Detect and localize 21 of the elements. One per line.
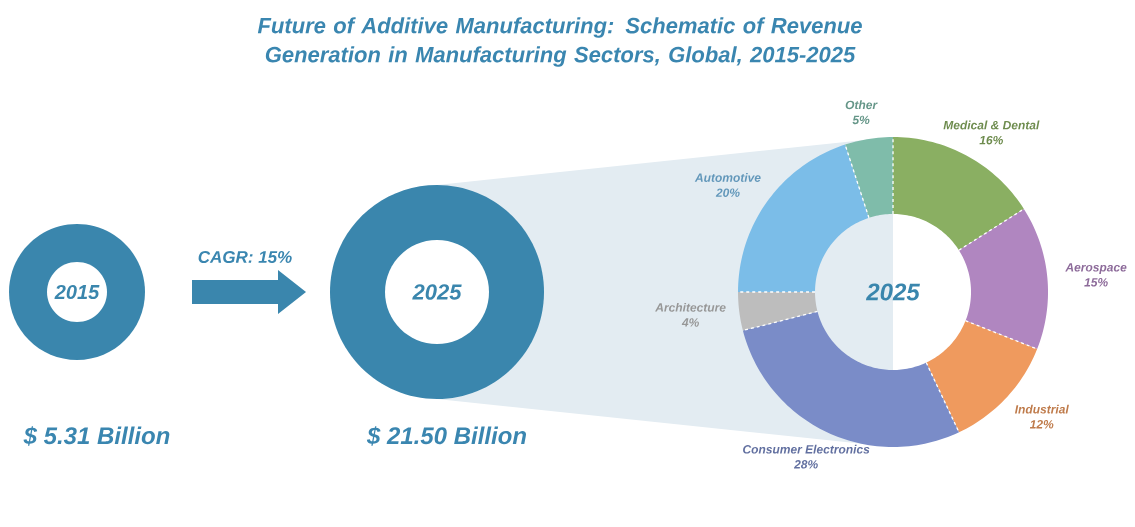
data-label: 28%: [793, 460, 818, 469]
text: CAGR: 15%: [198, 250, 292, 264]
slice-label: Medical & Dental: [943, 120, 1040, 130]
data-label: 15%: [1084, 278, 1108, 287]
text: 2025: [412, 284, 462, 300]
slice-label: Other: [845, 100, 878, 110]
slice-label: Aerospace: [1065, 263, 1127, 274]
slice-label: Automotive: [694, 173, 761, 182]
data-label: 5%: [852, 115, 870, 125]
data-label: 4%: [681, 318, 699, 327]
slice-label: Industrial: [1014, 404, 1069, 414]
text: $ 5.31 Billion: [23, 426, 170, 446]
data-label: 20%: [715, 188, 740, 197]
text: 2025: [865, 283, 920, 301]
chart-title: Future of Additive Manufacturing: Schematic of Revenue Generation in Manufacturing Sectors, Global, 2015-2025: [257, 17, 862, 67]
text: 2015: [54, 284, 100, 300]
data-label: 12%: [1029, 420, 1054, 429]
data-label: 16%: [979, 135, 1003, 145]
text: $ 21.50 Billion: [366, 426, 527, 446]
slice-label: Architecture: [655, 302, 726, 312]
slice-label: Consumer Electronics: [743, 444, 870, 454]
